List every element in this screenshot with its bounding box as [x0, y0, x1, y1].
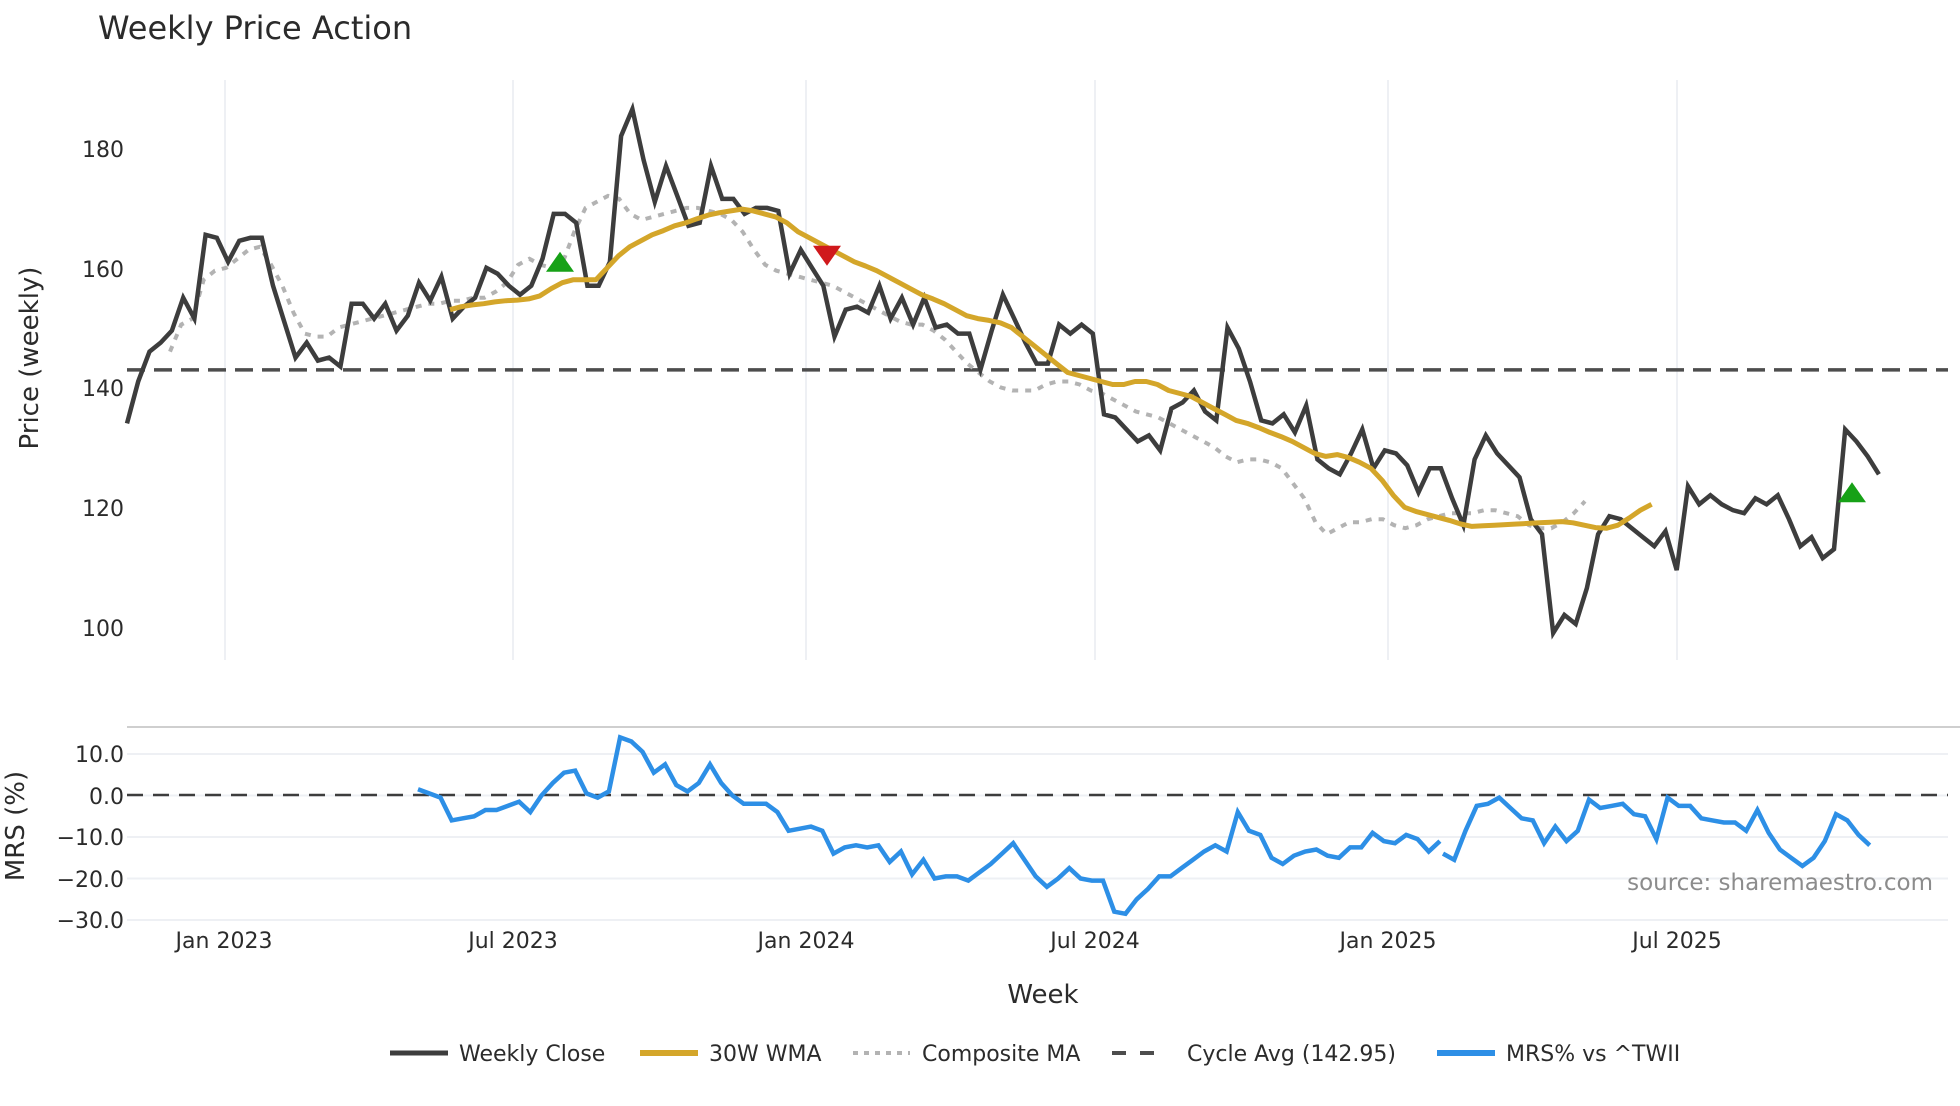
x-tick-jan-2023: Jan 2023 [174, 929, 273, 954]
price-tick-160: 160 [82, 258, 124, 283]
legend-item-composite-ma[interactable]: Composite MA [853, 1042, 1080, 1067]
chart-title: Weekly Price Action [98, 9, 412, 47]
price-tick-100: 100 [82, 617, 124, 642]
price-tick-120: 120 [82, 497, 124, 522]
x-tick-jan-2025: Jan 2025 [1338, 929, 1437, 954]
x-tick-labels: Jan 2023 Jul 2023 Jan 2024 Jul 2024 Jan … [174, 929, 1722, 954]
legend-label: Cycle Avg (142.95) [1187, 1042, 1396, 1067]
price-y-axis-label: Price (weekly) [15, 267, 45, 450]
weekly-close-line [124, 101, 1881, 640]
mrs-tick-minus-10: −10.0 [57, 826, 124, 851]
mrs-y-tick-labels: 10.0 0.0 −10.0 −20.0 −30.0 [57, 743, 124, 934]
legend-item-weekly-close[interactable]: Weekly Close [390, 1042, 605, 1067]
sell-signal-marker-icon [813, 245, 841, 266]
mrs-tick-10: 10.0 [75, 743, 124, 768]
x-axis-label: Week [1007, 980, 1078, 1010]
legend-item-mrs[interactable]: MRS% vs ^TWII [1437, 1042, 1680, 1067]
mrs-series [417, 734, 1872, 917]
x-tick-jul-2024: Jul 2024 [1048, 929, 1140, 954]
mrs-tick-0: 0.0 [89, 785, 124, 810]
x-tick-jul-2025: Jul 2025 [1630, 929, 1722, 954]
legend: Weekly Close 30W WMA Composite MA Cycle … [390, 1042, 1680, 1067]
mrs-y-axis-label: MRS (%) [1, 771, 31, 881]
legend-item-wma[interactable]: 30W WMA [640, 1042, 822, 1067]
mrs-tick-minus-30: −30.0 [57, 909, 124, 934]
price-tick-180: 180 [82, 138, 124, 163]
legend-label: 30W WMA [709, 1042, 822, 1067]
legend-item-cycle-avg[interactable]: Cycle Avg (142.95) [1112, 1042, 1396, 1067]
signal-markers [546, 245, 1866, 503]
legend-label: Composite MA [922, 1042, 1080, 1067]
buy-signal-marker-icon [1838, 482, 1866, 503]
mrs-line [417, 734, 1442, 917]
mrs-tick-minus-20: −20.0 [57, 868, 124, 893]
price-tick-140: 140 [82, 377, 124, 402]
legend-label: Weekly Close [459, 1042, 605, 1067]
buy-signal-marker-icon [546, 251, 574, 272]
source-annotation: source: sharemaestro.com [1627, 870, 1933, 896]
price-y-tick-labels: 180 160 140 120 100 [82, 138, 124, 642]
mrs-line [1441, 793, 1872, 869]
legend-label: MRS% vs ^TWII [1506, 1042, 1680, 1067]
x-tick-jan-2024: Jan 2024 [756, 929, 855, 954]
composite-ma-line [168, 193, 1587, 537]
x-tick-jul-2023: Jul 2023 [466, 929, 558, 954]
wma-30w-line [449, 206, 1653, 531]
